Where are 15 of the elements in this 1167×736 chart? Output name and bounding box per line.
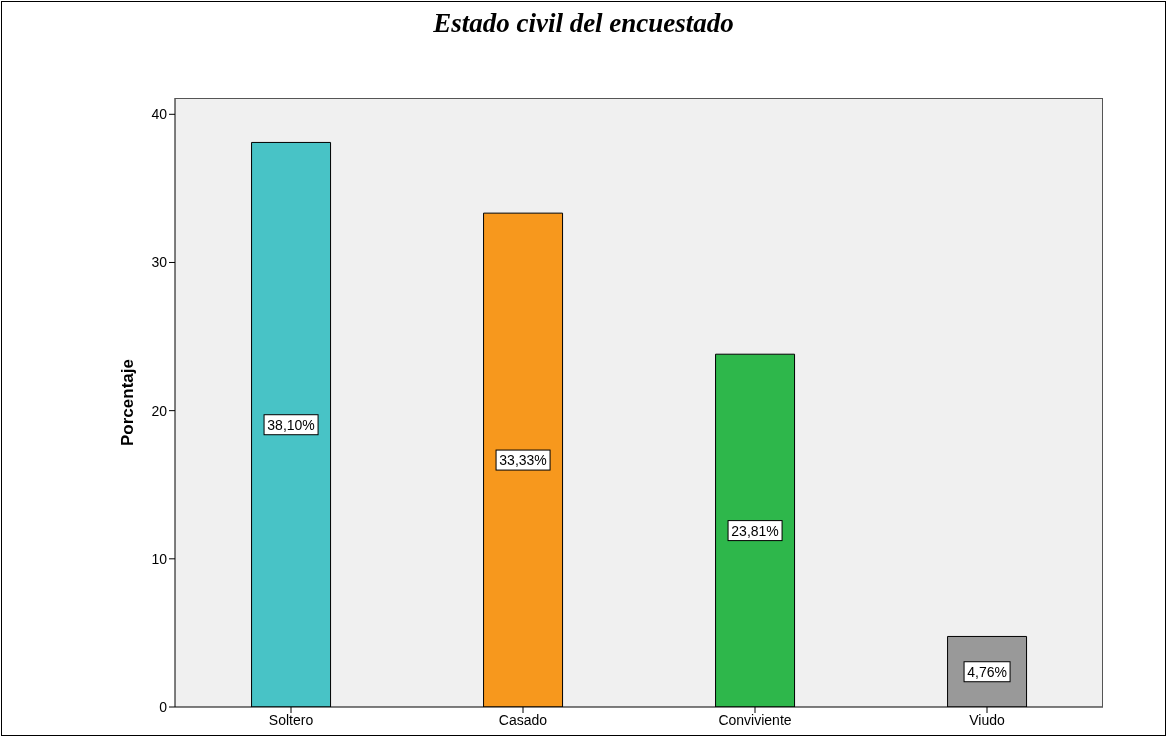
y-tick-label: 30 [151,254,168,271]
x-tick-label: Soltero [268,711,314,728]
y-axis-title: Porcentaje [118,359,138,446]
y-tick-label: 0 [159,698,168,715]
data-label: 38,10% [267,416,315,433]
data-label: 4,76% [967,663,1007,680]
x-tick-label: Casado [498,711,548,728]
data-label: 33,33% [499,452,547,469]
chart-title: Estado civil del encuestado [432,8,735,39]
y-tick-label: 40 [151,106,168,123]
x-tick-label: Conviviente [718,711,792,728]
data-label: 23,81% [731,522,779,539]
y-tick-label: 20 [151,402,168,419]
x-tick-label: Viudo [969,711,1005,728]
y-tick-label: 10 [151,550,168,567]
